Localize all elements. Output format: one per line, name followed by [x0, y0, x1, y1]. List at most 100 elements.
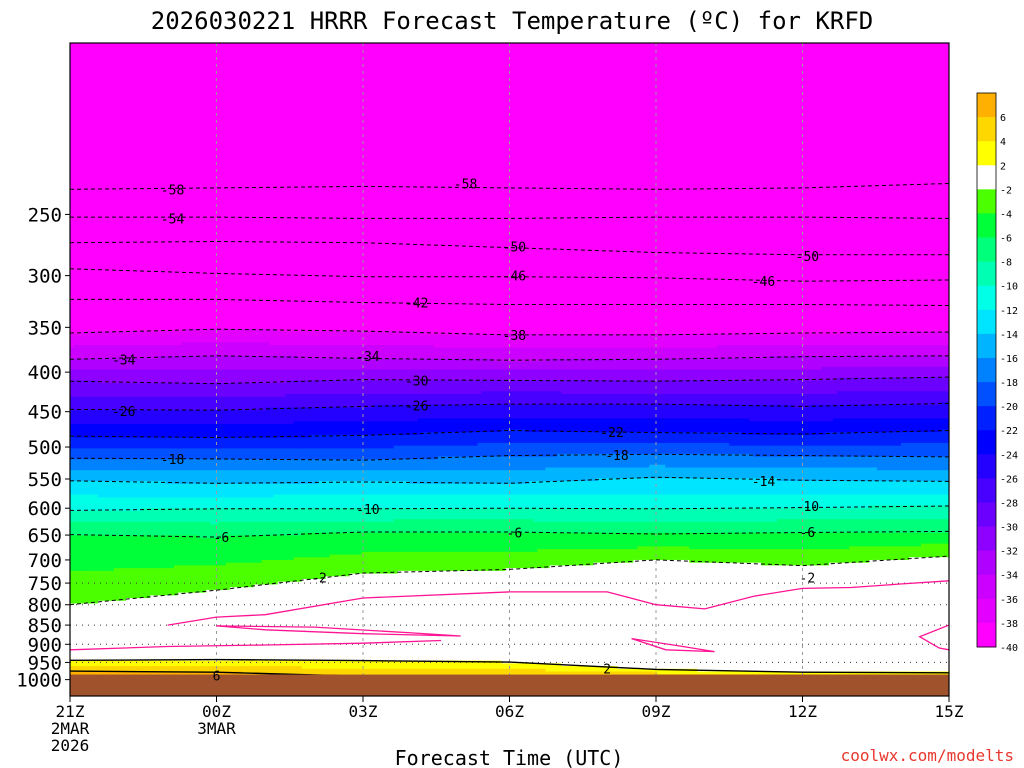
fill-cell: [329, 494, 335, 509]
fill-cell: [577, 380, 583, 395]
fill-cell: [893, 345, 898, 357]
fill-cell: [725, 334, 730, 346]
fill-cell: [893, 355, 898, 368]
fill-cell: [701, 418, 706, 433]
fill-cell: [893, 432, 898, 447]
fill-cell: [933, 456, 938, 471]
fill-cell: [397, 532, 403, 553]
fill-cell: [689, 521, 694, 534]
fill-cell: [253, 423, 259, 439]
fill-cell: [401, 331, 407, 346]
fill-cell: [241, 562, 247, 588]
fill-cell: [485, 347, 491, 360]
fill-cell: [313, 369, 319, 381]
fill-cell: [781, 345, 786, 357]
fill-cell: [457, 445, 463, 458]
fill-cell: [277, 470, 283, 485]
fill-cell: [541, 442, 547, 458]
fill-cell: [129, 331, 135, 346]
fill-cell: [805, 467, 810, 482]
fill-cell: [889, 546, 894, 561]
fill-cell: [757, 380, 762, 395]
fill-cell: [393, 508, 399, 520]
fill-cell: [573, 467, 579, 482]
fill-cell: [313, 579, 319, 662]
fill-cell: [857, 377, 862, 392]
fill-cell: [529, 347, 535, 362]
fill-cell: [873, 546, 878, 561]
fill-cell: [253, 383, 259, 398]
fill-cell: [653, 532, 658, 547]
fill-cell: [209, 342, 215, 357]
fill-cell: [585, 671, 591, 678]
fill-cell: [461, 369, 467, 381]
fill-cell: [889, 456, 894, 471]
fill-cell: [521, 418, 527, 430]
fill-cell: [89, 510, 95, 523]
fill-cell: [133, 383, 139, 398]
fill-cell: [637, 404, 642, 420]
fill-cell: [629, 442, 634, 455]
fill-cell: [677, 668, 682, 675]
fill-cell: [753, 369, 758, 381]
fill-cell: [453, 393, 459, 406]
fill-cell: [553, 43, 559, 335]
fill-cell: [97, 396, 103, 411]
fill-cell: [97, 448, 103, 460]
fill-cell: [289, 393, 295, 409]
fill-cell: [133, 598, 139, 662]
fill-cell: [749, 434, 754, 447]
fill-cell: [801, 445, 806, 458]
fill-cell: [793, 549, 798, 566]
fill-cell: [97, 510, 103, 523]
fill-cell: [381, 369, 387, 381]
fill-cell: [429, 404, 435, 420]
fill-cell: [529, 668, 535, 678]
fill-cell: [221, 470, 227, 485]
fill-cell: [177, 592, 183, 662]
fill-cell: [341, 481, 347, 496]
fill-cell: [421, 532, 427, 553]
fill-cell: [289, 660, 295, 667]
fill-cell: [865, 671, 870, 675]
fill-cell: [213, 369, 219, 384]
fill-cell: [193, 459, 199, 471]
fill-cell: [889, 391, 894, 406]
fill-cell: [129, 660, 135, 667]
fill-cell: [93, 535, 99, 572]
fill-cell: [157, 459, 163, 471]
fill-cell: [885, 355, 890, 368]
fill-cell: [913, 532, 918, 547]
fill-cell: [333, 331, 339, 346]
fill-cell: [189, 470, 195, 485]
fill-cell: [805, 380, 810, 395]
fill-cell: [529, 456, 535, 471]
fill-cell: [149, 459, 155, 471]
fill-cell: [465, 393, 471, 406]
fill-cell: [181, 497, 187, 509]
fill-cell: [705, 369, 710, 381]
fill-cell: [393, 358, 399, 371]
fill-cell: [145, 423, 151, 439]
fill-cell: [729, 380, 734, 395]
fill-cell: [681, 393, 686, 406]
fill-cell: [585, 334, 591, 349]
fill-cell: [689, 562, 694, 670]
fill-cell: [837, 366, 842, 379]
fill-cell: [473, 551, 479, 572]
fill-cell: [661, 358, 666, 371]
fill-cell: [397, 660, 403, 670]
fill-cell: [873, 355, 878, 368]
fill-cell: [441, 393, 447, 406]
fill-cell: [605, 508, 610, 523]
fill-cell: [585, 494, 591, 509]
fill-cell: [701, 442, 706, 455]
fill-cell: [925, 377, 930, 392]
fill-cell: [241, 448, 247, 460]
fill-cell: [841, 549, 846, 564]
fill-cell: [685, 404, 690, 420]
fill-cell: [673, 467, 678, 479]
fill-cell: [497, 432, 503, 444]
fill-cell: [421, 508, 427, 520]
fill-cell: [525, 663, 531, 670]
